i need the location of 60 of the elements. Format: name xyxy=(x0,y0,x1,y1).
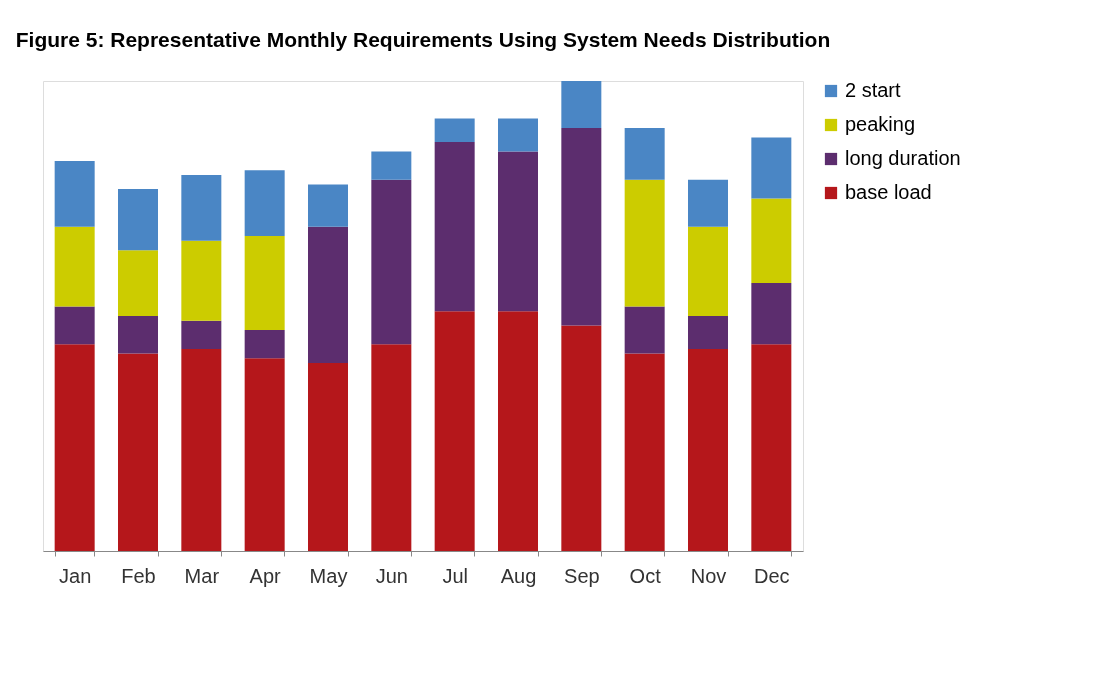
bar xyxy=(244,330,285,359)
bar xyxy=(434,118,475,143)
bar xyxy=(181,320,222,349)
bar xyxy=(181,240,222,321)
bar xyxy=(624,353,665,551)
bar xyxy=(244,170,285,237)
x-tick-label: Feb xyxy=(121,564,156,587)
bar xyxy=(688,179,728,227)
legend-label: base load xyxy=(845,181,932,203)
bar xyxy=(561,81,602,128)
bar xyxy=(688,226,728,316)
bar xyxy=(434,311,475,551)
legend-label: 2 start xyxy=(845,79,902,101)
bar xyxy=(434,142,475,312)
bar xyxy=(308,363,348,551)
chart-title: Figure 5: Representative Monthly Requirements Using System Needs Distribution xyxy=(15,28,831,51)
bar xyxy=(308,226,348,363)
bar xyxy=(54,160,95,227)
x-tick-label: Jun xyxy=(375,564,408,587)
bar xyxy=(561,128,602,326)
bar xyxy=(624,306,665,354)
bar xyxy=(54,226,95,307)
bar xyxy=(244,236,285,331)
bar xyxy=(371,179,412,345)
bar xyxy=(181,348,222,551)
bar xyxy=(181,175,222,241)
bar xyxy=(561,325,602,551)
bar xyxy=(118,189,158,251)
x-tick-label: Dec xyxy=(754,564,790,587)
x-tick-label: Oct xyxy=(629,564,662,587)
bar xyxy=(498,151,538,312)
bar xyxy=(498,311,538,551)
bar xyxy=(751,344,792,551)
x-tick-label: Mar xyxy=(184,564,220,587)
x-tick-label: Jan xyxy=(59,564,92,587)
bar xyxy=(118,353,158,551)
bar xyxy=(624,179,665,307)
bar xyxy=(751,137,792,199)
bar xyxy=(54,306,95,345)
bar xyxy=(54,344,95,551)
x-tick-label: May xyxy=(309,564,348,587)
legend-label: long duration xyxy=(845,147,961,169)
bar xyxy=(751,283,792,345)
bar xyxy=(118,316,158,354)
x-tick-label: Apr xyxy=(249,564,282,587)
bar xyxy=(688,316,728,349)
bar xyxy=(118,250,158,316)
x-tick-label: Aug xyxy=(500,564,537,587)
bar xyxy=(371,344,412,551)
bar xyxy=(624,128,665,180)
bar xyxy=(498,118,538,152)
bar xyxy=(371,151,412,180)
bar xyxy=(688,348,728,551)
x-tick-label: Jul xyxy=(442,564,468,587)
legend-label: peaking xyxy=(845,113,916,135)
x-tick-label: Sep xyxy=(564,564,600,587)
x-tick-label: Nov xyxy=(690,564,727,587)
bar xyxy=(751,198,792,284)
bar xyxy=(308,184,348,227)
bar xyxy=(244,358,285,551)
